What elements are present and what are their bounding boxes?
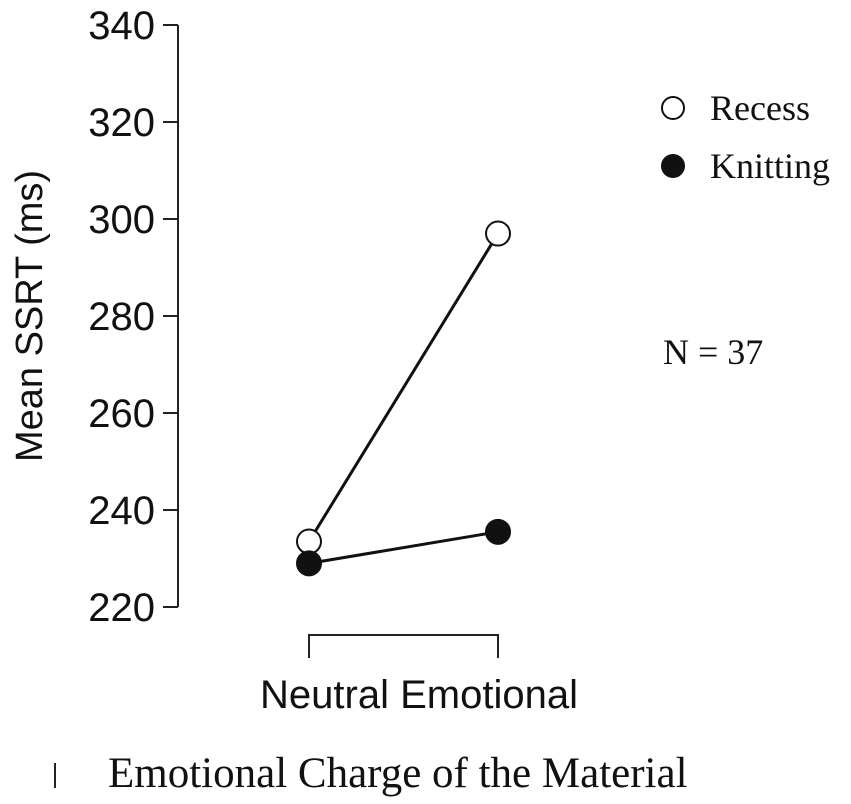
y-ticks: 220 240 260 280 300 320 340 (88, 4, 178, 630)
data-point-recess-neutral (296, 528, 322, 555)
sample-size-annotation: N = 37 (663, 332, 763, 372)
y-tick-label: 320 (88, 101, 155, 145)
y-tick-label: 220 (88, 586, 155, 630)
x-axis-bracket (308, 634, 499, 658)
y-axis: 220 240 260 280 300 320 340 (88, 4, 179, 630)
legend-label-knitting: Knitting (710, 146, 830, 186)
x-axis-title: Emotional Charge of the Material (108, 750, 688, 797)
data-point-knitting-neutral (296, 550, 322, 577)
y-tick-label: 260 (88, 392, 155, 436)
series-line-recess (307, 232, 500, 543)
x-category-labels: Neutral Emotional (260, 673, 578, 717)
y-tick-label: 280 (88, 295, 155, 339)
y-axis-title: Mean SSRT (ms) (9, 170, 51, 462)
series-line-knitting (308, 530, 499, 565)
legend-marker-knitting (661, 154, 685, 178)
y-tick-label: 240 (88, 489, 155, 533)
legend: Recess Knitting (661, 88, 830, 186)
data-point-recess-emotional (485, 220, 511, 247)
data-point-knitting-emotional (485, 518, 511, 545)
legend-marker-recess (661, 96, 685, 120)
y-tick-label: 300 (88, 198, 155, 242)
y-tick-label: 340 (88, 4, 155, 48)
x-axis: Neutral Emotional (260, 634, 578, 717)
series-layer (296, 220, 511, 577)
legend-label-recess: Recess (710, 88, 810, 128)
